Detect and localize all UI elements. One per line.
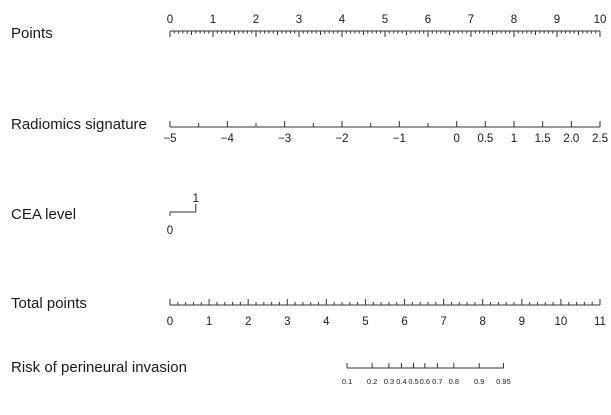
points-label: Points <box>11 25 53 42</box>
risk-label: Risk of perineural invasion <box>11 359 187 376</box>
points-tick-label: 2 <box>253 14 259 26</box>
risk-tick-label: 0.9 <box>474 377 484 386</box>
points-tick-label: 1 <box>210 14 216 26</box>
risk-tick-label: 0.6 <box>420 377 430 386</box>
total-tick-label: 10 <box>555 316 568 328</box>
points-tick-label: 10 <box>594 14 607 26</box>
risk-tick-label: 0.3 <box>384 377 394 386</box>
cea-level-label: CEA level <box>11 206 76 223</box>
radiomics-tick-label: −5 <box>163 133 176 145</box>
points-row: Points 0 1 2 3 4 5 6 7 8 9 10 <box>11 14 606 42</box>
points-tick-label: 6 <box>425 14 431 26</box>
radiomics-tick-label: 1.5 <box>535 133 551 145</box>
points-tick-label: 8 <box>511 14 517 26</box>
total-tick-label: 5 <box>362 316 368 328</box>
cea-level-row: CEA level 0 1 <box>11 193 199 237</box>
total-tick-label: 3 <box>284 316 290 328</box>
risk-tick-label: 0.7 <box>432 377 442 386</box>
radiomics-tick-label: 1 <box>511 133 517 145</box>
risk-tick-label: 0.4 <box>396 377 406 386</box>
total-tick-label: 1 <box>206 316 212 328</box>
risk-tick-label: 0.8 <box>449 377 459 386</box>
total-tick-label: 6 <box>401 316 407 328</box>
points-tick-label: 5 <box>382 14 388 26</box>
points-tick-label: 0 <box>167 14 173 26</box>
total-tick-label: 4 <box>323 316 330 328</box>
radiomics-tick-label: 0 <box>453 133 459 145</box>
total-tick-label: 8 <box>480 316 486 328</box>
risk-tick-label: 0.1 <box>342 377 352 386</box>
radiomics-signature-label: Radiomics signature <box>11 116 147 133</box>
cea-category-label: 1 <box>193 193 199 205</box>
total-tick-label: 7 <box>440 316 446 328</box>
risk-tick-label: 0.95 <box>496 377 511 386</box>
radiomics-tick-label: 2.0 <box>563 133 579 145</box>
radiomics-tick-label: −1 <box>393 133 406 145</box>
points-tick-label: 9 <box>554 14 560 26</box>
radiomics-tick-label: 0.5 <box>477 133 493 145</box>
total-tick-label: 11 <box>594 316 606 328</box>
radiomics-tick-label: −4 <box>221 133 235 145</box>
radiomics-tick-label: −3 <box>278 133 291 145</box>
total-tick-label: 9 <box>519 316 525 328</box>
points-tick-label: 4 <box>339 14 346 26</box>
total-points-row: Total points 0 1 2 3 4 5 6 7 8 9 10 11 <box>11 295 606 328</box>
radiomics-tick-label: −2 <box>335 133 348 145</box>
points-tick-label: 3 <box>296 14 302 26</box>
total-tick-label: 2 <box>245 316 251 328</box>
risk-row: Risk of perineural invasion 0.1 0.2 0.3 0.4… <box>11 359 511 386</box>
radiomics-tick-label: 2.5 <box>592 133 608 145</box>
total-tick-label: 0 <box>167 316 173 328</box>
risk-tick-label: 0.2 <box>367 377 377 386</box>
cea-category-label: 0 <box>167 225 173 237</box>
risk-tick-label: 0.5 <box>408 377 418 386</box>
points-tick-label: 7 <box>468 14 474 26</box>
radiomics-signature-row: Radiomics signature −5 −4 −3 −2 −1 0 0.5 1 1.5 2.… <box>11 116 608 145</box>
total-points-label: Total points <box>11 295 87 312</box>
